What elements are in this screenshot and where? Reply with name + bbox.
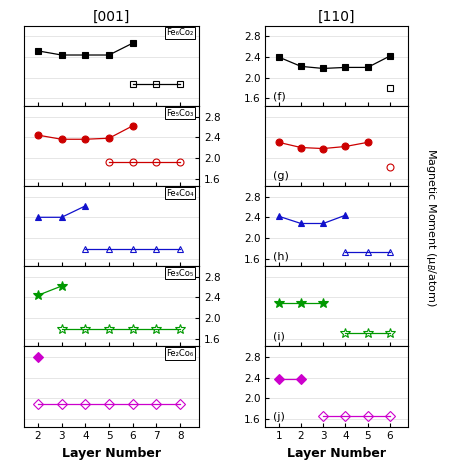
Text: Fe₃Co₅: Fe₃Co₅ — [166, 269, 194, 278]
Text: (j): (j) — [273, 412, 284, 422]
Title: [110]: [110] — [318, 9, 356, 24]
X-axis label: Layer Number: Layer Number — [287, 447, 386, 460]
Text: Fe₂Co₆: Fe₂Co₆ — [166, 349, 194, 358]
Text: Magnetic Moment (μ$_B$/atom): Magnetic Moment (μ$_B$/atom) — [424, 148, 438, 307]
Text: (f): (f) — [273, 91, 285, 101]
Text: Fe₆Co₂: Fe₆Co₂ — [166, 28, 194, 37]
Text: Fe₅Co₃: Fe₅Co₃ — [166, 109, 194, 118]
Text: Fe₄Co₄: Fe₄Co₄ — [166, 189, 194, 198]
Text: (i): (i) — [273, 332, 284, 342]
Text: (g): (g) — [273, 172, 288, 182]
X-axis label: Layer Number: Layer Number — [62, 447, 161, 460]
Title: [001]: [001] — [93, 9, 130, 24]
Text: (h): (h) — [273, 252, 288, 262]
